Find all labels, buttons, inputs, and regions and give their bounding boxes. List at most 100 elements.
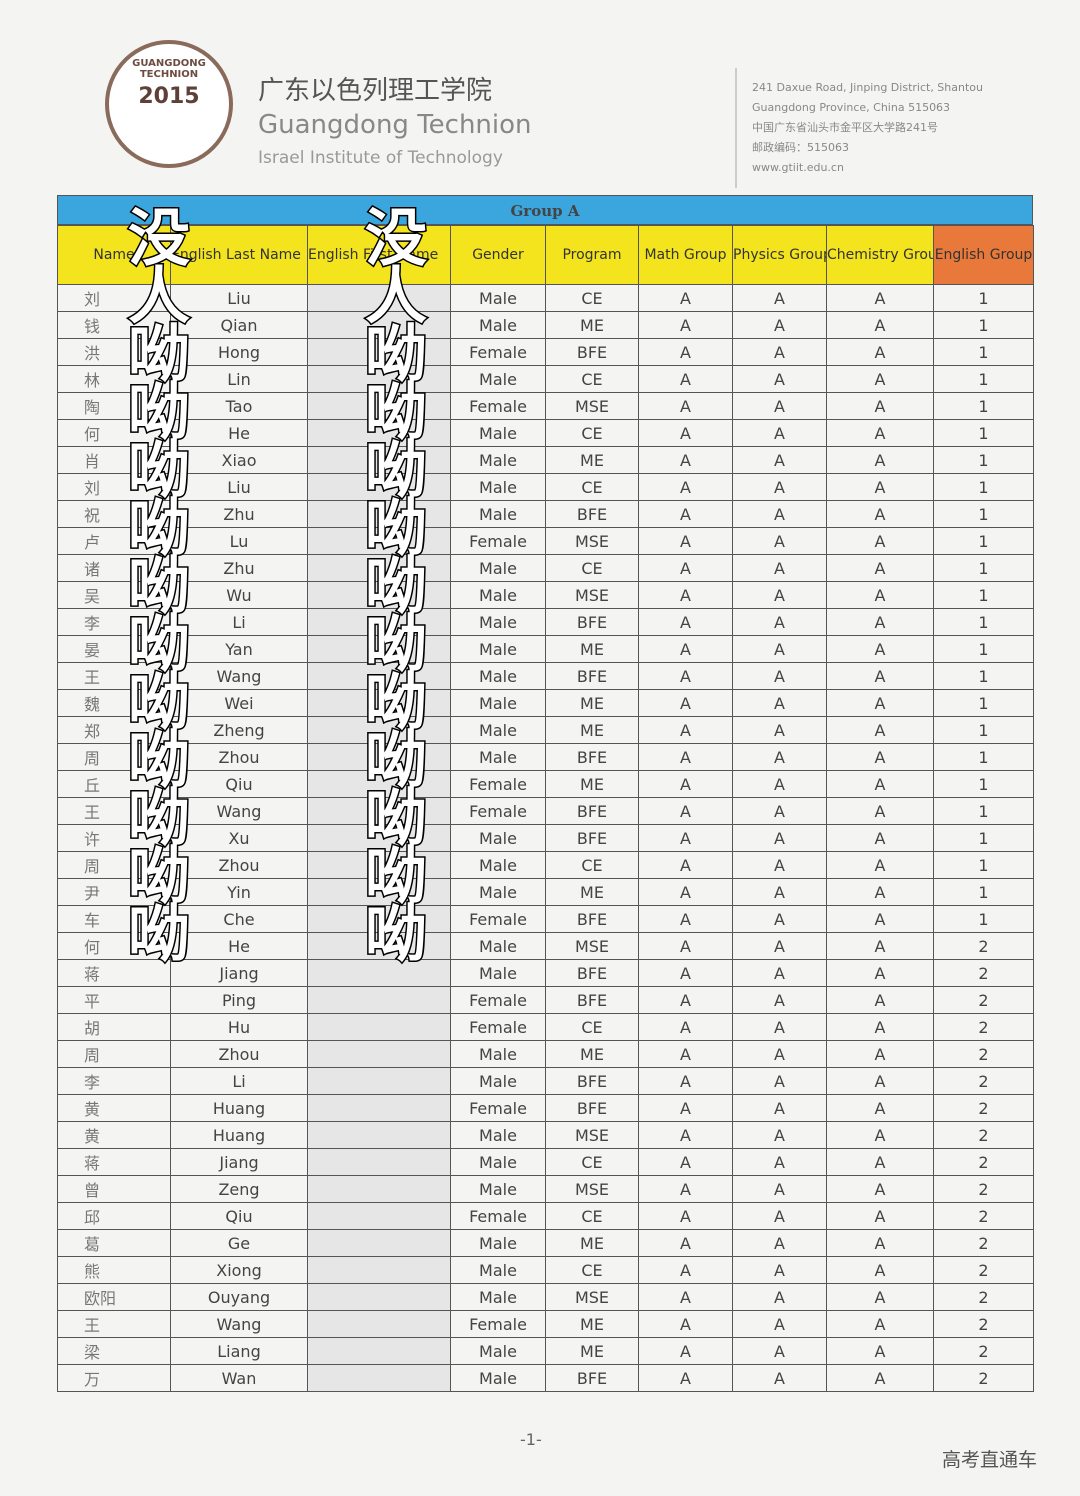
blurred-cell	[307, 311, 451, 339]
table-cell: MSE	[545, 581, 639, 609]
blurred-cell	[307, 689, 451, 717]
table-cell: Male	[450, 635, 546, 663]
table-cell: Male	[450, 1337, 546, 1365]
table-cell: Male	[450, 419, 546, 447]
table-cell: A	[826, 824, 934, 852]
table-cell: 周	[57, 743, 171, 771]
table-cell: Li	[170, 608, 308, 636]
table-cell: 何	[57, 932, 171, 960]
table-cell: ME	[545, 1040, 639, 1068]
table-title: Group A	[57, 195, 1033, 225]
table-cell: ME	[545, 689, 639, 717]
overlay-text: 没人呦呦呦呦呦呦呦呦呦呦呦	[353, 204, 429, 961]
table-cell: A	[826, 770, 934, 798]
table-cell: 2	[933, 1148, 1034, 1176]
table-cell: CE	[545, 419, 639, 447]
table-row: 车 Che Female BFE A A A 1	[57, 905, 1034, 933]
table-cell: 2	[933, 1364, 1034, 1392]
table-cell: ME	[545, 878, 639, 906]
table-cell: 1	[933, 311, 1034, 339]
table-row: 蒋 Jiang Male BFE A A A 2	[57, 959, 1034, 987]
column-header: Gender	[450, 225, 546, 285]
table-cell: BFE	[545, 338, 639, 366]
table-cell: BFE	[545, 1364, 639, 1392]
table-cell: 1	[933, 392, 1034, 420]
table-cell: Zhu	[170, 500, 308, 528]
table-cell: 李	[57, 1067, 171, 1095]
table-row: 祝 Zhu Male BFE A A A 1	[57, 500, 1034, 528]
table-cell: 1	[933, 446, 1034, 474]
table-cell: Male	[450, 959, 546, 987]
table-cell: A	[638, 554, 733, 582]
table-cell: Male	[450, 716, 546, 744]
blurred-cell	[307, 1202, 451, 1230]
school-name-en: Guangdong Technion	[258, 110, 532, 140]
table-cell: A	[638, 1202, 733, 1230]
table-cell: A	[732, 338, 827, 366]
table-cell: MSE	[545, 1121, 639, 1149]
table-cell: 1	[933, 365, 1034, 393]
table-row: 曾 Zeng Male MSE A A A 2	[57, 1175, 1034, 1203]
blurred-cell	[307, 1094, 451, 1122]
table-cell: 2	[933, 1040, 1034, 1068]
table-row: 李 Li Male BFE A A A 1	[57, 608, 1034, 636]
table-cell: A	[638, 473, 733, 501]
blurred-cell	[307, 1337, 451, 1365]
table-cell: A	[826, 743, 934, 771]
table-row: 诸 Zhu Male CE A A A 1	[57, 554, 1034, 582]
table-cell: BFE	[545, 1094, 639, 1122]
table-cell: A	[732, 743, 827, 771]
table-cell: A	[826, 446, 934, 474]
table-cell: 1	[933, 770, 1034, 798]
student-table: Name English Last Name English First Name G…	[57, 225, 1034, 1392]
table-cell: A	[732, 1283, 827, 1311]
column-header: Program	[545, 225, 639, 285]
table-cell: Huang	[170, 1121, 308, 1149]
table-cell: Xiong	[170, 1256, 308, 1284]
table-cell: Male	[450, 689, 546, 717]
school-subtitle: Israel Institute of Technology	[258, 148, 503, 168]
table-cell: 平	[57, 986, 171, 1014]
table-cell: 1	[933, 635, 1034, 663]
table-cell: A	[638, 446, 733, 474]
table-cell: A	[826, 1310, 934, 1338]
table-cell: Male	[450, 581, 546, 609]
table-cell: Wei	[170, 689, 308, 717]
blurred-cell	[307, 1283, 451, 1311]
table-cell: Female	[450, 1202, 546, 1230]
table-cell: A	[826, 527, 934, 555]
table-cell: A	[732, 770, 827, 798]
table-cell: Che	[170, 905, 308, 933]
table-cell: CE	[545, 554, 639, 582]
table-cell: A	[826, 338, 934, 366]
table-cell: 1	[933, 473, 1034, 501]
table-cell: Qiu	[170, 1202, 308, 1230]
table-cell: 1	[933, 824, 1034, 852]
table-cell: A	[826, 959, 934, 987]
table-row: 何 He Male CE A A A 1	[57, 419, 1034, 447]
table-cell: A	[732, 716, 827, 744]
table-row: 周 Zhou Male ME A A A 2	[57, 1040, 1034, 1068]
table-cell: MSE	[545, 527, 639, 555]
table-cell: A	[732, 1229, 827, 1257]
column-header: Math Group	[638, 225, 733, 285]
table-cell: Jiang	[170, 1148, 308, 1176]
table-cell: BFE	[545, 797, 639, 825]
column-header: Chemistry Group	[826, 225, 934, 285]
table-cell: A	[732, 554, 827, 582]
table-row: 黄 Huang Male MSE A A A 2	[57, 1121, 1034, 1149]
table-cell: Li	[170, 1067, 308, 1095]
table-row: 王 Wang Female BFE A A A 1	[57, 797, 1034, 825]
table-cell: A	[638, 932, 733, 960]
table-cell: 2	[933, 1013, 1034, 1041]
table-cell: CE	[545, 1256, 639, 1284]
table-cell: A	[638, 1364, 733, 1392]
table-cell: A	[826, 1202, 934, 1230]
table-cell: A	[638, 1175, 733, 1203]
table-cell: 2	[933, 1175, 1034, 1203]
blurred-cell	[307, 1229, 451, 1257]
address-line: 中国广东省汕头市金平区大学路241号	[752, 121, 938, 134]
table-cell: A	[826, 392, 934, 420]
column-header: English Group	[933, 225, 1034, 285]
table-cell: Qian	[170, 311, 308, 339]
